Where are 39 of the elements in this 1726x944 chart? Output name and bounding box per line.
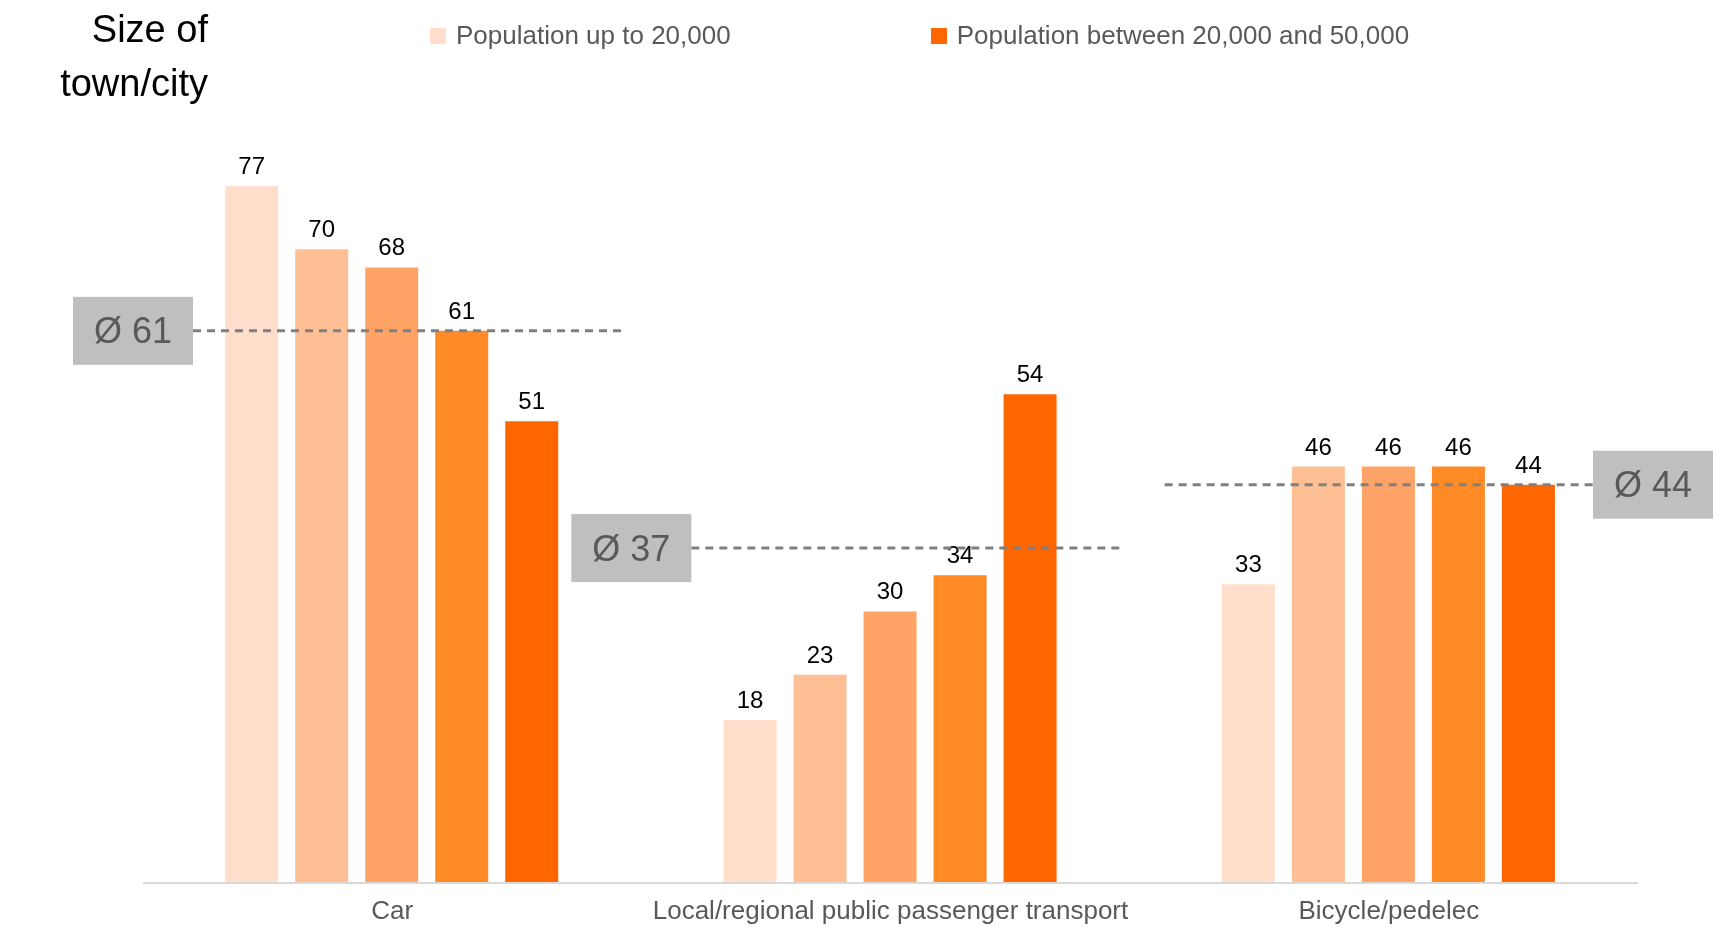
ref-line-label: Ø 37 bbox=[592, 527, 671, 569]
bar bbox=[863, 611, 917, 883]
ref-line-label: Ø 44 bbox=[1613, 464, 1693, 506]
legend-label: Population between 20,000 and 50,000 bbox=[956, 20, 1410, 51]
bar bbox=[1501, 484, 1555, 883]
bar bbox=[793, 674, 847, 883]
x-tick-label: Bicycle/pedelec bbox=[1298, 895, 1480, 926]
ref-line-label: Ø 61 bbox=[93, 310, 173, 352]
data-label: 61 bbox=[448, 296, 476, 324]
bar bbox=[1221, 584, 1275, 883]
bar bbox=[1361, 466, 1415, 883]
data-label: 46 bbox=[1375, 432, 1402, 460]
data-label: 77 bbox=[238, 152, 266, 179]
bar bbox=[1003, 394, 1057, 883]
bar bbox=[723, 720, 777, 883]
data-label: 23 bbox=[806, 640, 834, 668]
data-label: 70 bbox=[308, 215, 336, 243]
data-label: 30 bbox=[876, 577, 904, 605]
data-label: 18 bbox=[736, 686, 764, 714]
x-tick-label: Car bbox=[371, 895, 414, 926]
data-label: 51 bbox=[518, 387, 546, 415]
bar bbox=[225, 186, 279, 883]
bar bbox=[933, 575, 987, 883]
legend-title: Size of town/city bbox=[59, 7, 208, 106]
bar bbox=[505, 421, 559, 883]
data-label: 68 bbox=[378, 233, 406, 261]
data-label: 46 bbox=[1445, 432, 1472, 460]
data-label: 44 bbox=[1515, 450, 1542, 478]
legend-label: Population up to 20,000 bbox=[456, 20, 731, 51]
bar bbox=[1291, 466, 1345, 883]
data-label: 46 bbox=[1305, 432, 1332, 460]
data-label: 33 bbox=[1235, 550, 1262, 578]
bar bbox=[1431, 466, 1485, 883]
x-tick-label: Local/regional public passenger transport bbox=[652, 895, 1130, 926]
bar bbox=[365, 267, 419, 883]
data-label: 34 bbox=[946, 541, 974, 569]
bar bbox=[295, 249, 349, 883]
data-label: 54 bbox=[1016, 360, 1044, 388]
bar bbox=[435, 330, 489, 883]
